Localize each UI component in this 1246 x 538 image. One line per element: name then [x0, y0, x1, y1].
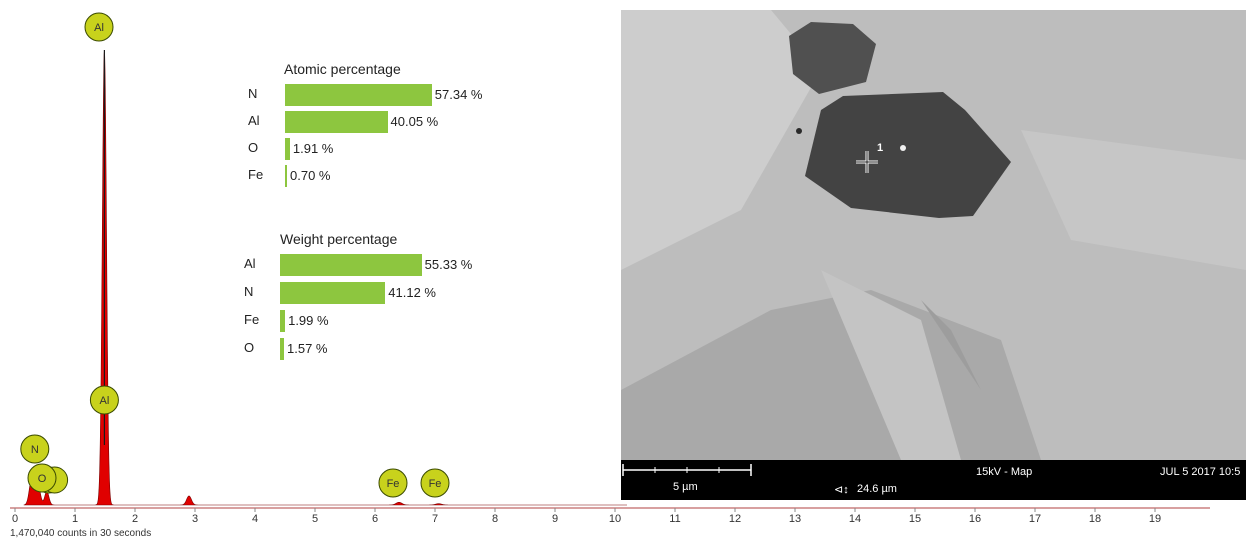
bar-row: Fe 1.99 %	[244, 310, 504, 332]
bar	[285, 138, 290, 160]
element-marker-label: Al	[94, 22, 104, 34]
bar-category-label: Fe	[244, 312, 260, 327]
bar-value-label: 57.34 %	[434, 87, 483, 102]
bar	[285, 165, 287, 187]
bar-row: Fe 0.70 %	[248, 165, 508, 187]
weight-percentage-title: Weight percentage	[280, 231, 398, 247]
x-tick-label: 17	[1029, 513, 1041, 525]
spectrum-series	[23, 49, 627, 506]
element-marker-label: Fe	[429, 478, 442, 490]
x-tick-label: 6	[372, 513, 378, 525]
counts-caption: 1,470,040 counts in 30 seconds	[10, 528, 151, 538]
element-marker-label: Fe	[387, 478, 400, 490]
x-tick-label: 11	[669, 513, 680, 525]
x-tick-label: 18	[1089, 513, 1101, 525]
bar	[285, 111, 388, 133]
bar-row: O 1.57 %	[244, 338, 504, 360]
x-tick-label: 0	[12, 513, 18, 525]
element-marker-label: O	[38, 473, 47, 485]
bar-category-label: Al	[248, 113, 260, 128]
element-marker-al	[89, 385, 119, 415]
bar-row: N 41.12 %	[244, 282, 504, 304]
x-tick-label: 13	[789, 513, 801, 525]
sem-databar: 5 µm ⊲↕ 24.6 µm 15kV - Map JUL 5 2017 10…	[621, 460, 1246, 500]
element-marker-fe	[378, 468, 408, 498]
hfw-icon: ⊲↕	[834, 484, 849, 496]
bar-category-label: N	[244, 284, 254, 299]
mode-label: 15kV - Map	[976, 466, 1033, 478]
x-tick-label: 14	[849, 513, 861, 525]
bar-row: N 57.34 %	[248, 84, 508, 106]
x-tick-label: 9	[552, 513, 558, 525]
x-tick-label: 5	[312, 513, 318, 525]
bar-value-label: 40.05 %	[390, 114, 439, 129]
x-tick-label: 10	[609, 513, 621, 525]
analysis-point-label: 1	[877, 142, 884, 154]
bar-row: Al 40.05 %	[248, 111, 508, 133]
x-tick-label: 15	[909, 513, 921, 525]
element-marker-label: N	[31, 444, 39, 456]
sem-micrograph: 1	[621, 10, 1246, 460]
bar	[280, 338, 285, 360]
bar	[280, 310, 286, 332]
x-tick-label: 7	[432, 513, 438, 525]
grain-small	[789, 22, 876, 94]
bar	[285, 84, 432, 106]
element-marker-o	[27, 463, 57, 493]
element-marker-fe	[420, 468, 450, 498]
bar-value-label: 41.12 %	[388, 285, 436, 300]
bar	[280, 282, 386, 304]
bar-category-label: O	[244, 340, 255, 355]
bar-category-label: N	[248, 86, 258, 101]
hfw-label: 24.6 µm	[857, 483, 897, 495]
scale-bar-label: 5 µm	[673, 481, 698, 493]
bar	[280, 254, 422, 276]
crosshair-icon[interactable]	[856, 151, 878, 173]
x-tick-label: 8	[492, 513, 498, 525]
bar-value-label: 55.33 %	[424, 257, 473, 272]
bar-category-label: Al	[244, 256, 256, 271]
grain-large	[805, 92, 1011, 218]
x-tick-label: 1	[72, 513, 78, 525]
bar-value-label: 1.57 %	[287, 341, 328, 356]
x-tick-label: 12	[729, 513, 741, 525]
element-marker-label: Al	[100, 395, 110, 407]
bar-row: O 1.91 %	[248, 138, 508, 160]
bar-row: Al 55.33 %	[244, 254, 504, 276]
bar-category-label: O	[248, 140, 259, 155]
x-tick-label: 19	[1149, 513, 1161, 525]
element-marker-n	[20, 434, 50, 464]
bar-value-label: 1.99 %	[288, 313, 329, 328]
date-label: JUL 5 2017 10:5	[1160, 466, 1241, 478]
atomic-percentage-title: Atomic percentage	[284, 61, 401, 77]
x-tick-label: 2	[132, 513, 138, 525]
x-tick-label: 16	[969, 513, 981, 525]
bar-value-label: 0.70 %	[290, 168, 331, 183]
element-marker-al	[84, 12, 114, 42]
scale-bar-icon	[622, 464, 752, 476]
x-tick-label: 4	[252, 513, 258, 525]
x-tick-label: 3	[192, 513, 198, 525]
bar-value-label: 1.91 %	[292, 141, 334, 156]
bar-category-label: Fe	[248, 167, 264, 182]
